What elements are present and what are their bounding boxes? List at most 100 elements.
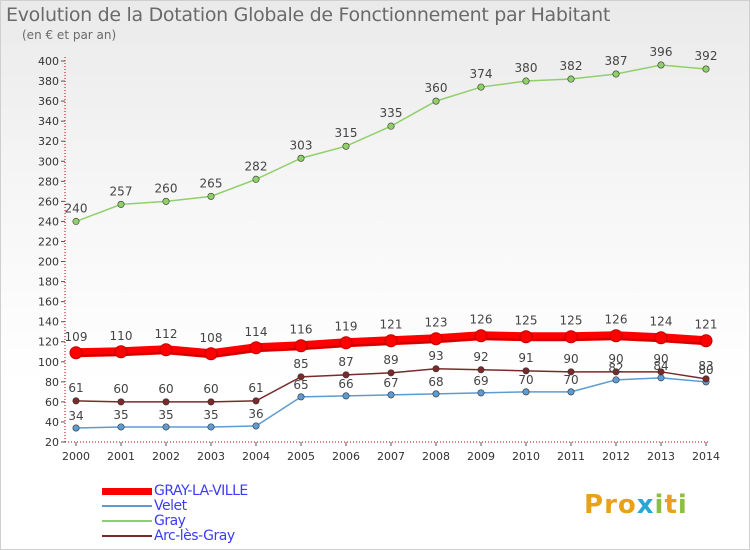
data-point — [207, 398, 215, 406]
data-point — [252, 397, 260, 405]
y-tick-label: 80 — [45, 376, 59, 389]
data-point — [522, 367, 530, 375]
data-point — [72, 397, 80, 405]
data-label: 60 — [158, 382, 173, 396]
x-tick-label: 2006 — [332, 450, 360, 463]
data-label: 90 — [653, 352, 668, 366]
data-point — [384, 334, 398, 348]
data-label: 260 — [155, 181, 178, 195]
chart-subtitle: (en € et par an) — [22, 28, 117, 42]
data-label: 70 — [563, 373, 578, 387]
data-point — [252, 422, 260, 430]
data-point — [609, 329, 623, 343]
data-point — [252, 175, 260, 183]
data-label: 83 — [698, 359, 713, 373]
data-label: 89 — [383, 353, 398, 367]
data-point — [477, 389, 485, 397]
data-label: 282 — [245, 159, 268, 173]
data-point — [297, 373, 305, 381]
data-label: 87 — [338, 355, 353, 369]
data-point — [207, 192, 215, 200]
data-point — [429, 332, 443, 346]
y-tick-label: 120 — [38, 336, 59, 349]
logo-letter: i — [654, 490, 665, 520]
data-label: 35 — [158, 408, 173, 422]
data-point — [477, 366, 485, 374]
proxiti-logo: Proxiti — [584, 490, 688, 520]
data-label: 387 — [605, 54, 628, 68]
data-label: 91 — [518, 351, 533, 365]
x-tick-label: 2008 — [422, 450, 450, 463]
y-tick-label: 260 — [38, 195, 59, 208]
data-point — [432, 390, 440, 398]
legend-swatch — [102, 488, 152, 495]
y-tick-label: 20 — [45, 436, 59, 449]
legend-item-velet: Velet — [102, 499, 402, 514]
data-label: 360 — [425, 81, 448, 95]
x-tick-label: 2002 — [152, 450, 180, 463]
data-point — [702, 65, 710, 73]
data-label: 66 — [338, 377, 353, 391]
data-label: 110 — [110, 329, 133, 343]
data-label: 61 — [248, 381, 263, 395]
data-point — [519, 330, 533, 344]
data-point — [477, 83, 485, 91]
data-point — [657, 374, 665, 382]
data-point — [387, 391, 395, 399]
data-label: 35 — [113, 408, 128, 422]
data-label: 392 — [695, 49, 718, 63]
data-point — [294, 339, 308, 353]
data-point — [249, 341, 263, 355]
x-tick-label: 2001 — [107, 450, 135, 463]
line-chart: 20 40 60 80 100 120 140 160 180 200 220 240 260 280 30… — [38, 45, 720, 463]
data-point — [657, 368, 665, 376]
data-point — [432, 97, 440, 105]
data-point — [567, 388, 575, 396]
data-point — [387, 122, 395, 130]
data-label: 92 — [473, 350, 488, 364]
data-label: 60 — [203, 382, 218, 396]
data-label: 65 — [293, 378, 308, 392]
data-point — [72, 424, 80, 432]
data-label: 123 — [425, 316, 448, 330]
chart-title: Evolution de la Dotation Globale de Fonc… — [6, 4, 611, 26]
data-label: 61 — [68, 381, 83, 395]
legend-item-arc-les-gray: Arc-lès-Gray — [102, 529, 402, 544]
data-point — [657, 61, 665, 69]
data-point — [162, 423, 170, 431]
data-label: 126 — [470, 313, 493, 327]
data-label: 380 — [515, 61, 538, 75]
x-tick-label: 2004 — [242, 450, 270, 463]
y-tick-label: 280 — [38, 175, 59, 188]
series-line-gray — [75, 64, 707, 223]
data-label: 126 — [605, 313, 628, 327]
data-point — [204, 347, 218, 361]
logo-letter: x — [636, 490, 655, 520]
data-label: 93 — [428, 349, 443, 363]
data-label: 257 — [110, 184, 133, 198]
data-label: 114 — [245, 325, 268, 339]
y-tick-label: 340 — [38, 115, 59, 128]
logo-letter: i — [677, 490, 688, 520]
data-label: 125 — [515, 314, 538, 328]
x-tick-label: 2012 — [602, 450, 630, 463]
data-point — [522, 77, 530, 85]
data-point — [207, 423, 215, 431]
data-point — [117, 398, 125, 406]
data-label: 116 — [290, 323, 313, 337]
data-point — [342, 142, 350, 150]
y-tick-label: 40 — [45, 416, 59, 429]
data-label: 35 — [203, 408, 218, 422]
legend-label: GRAY-LA-VILLE — [154, 483, 248, 499]
legend-swatch — [102, 520, 152, 522]
data-point — [432, 365, 440, 373]
data-label: 80 — [698, 363, 713, 377]
x-tick-label: 2007 — [377, 450, 405, 463]
data-point — [564, 330, 578, 344]
legend-swatch — [102, 535, 152, 537]
data-point — [339, 336, 353, 350]
y-tick-label: 60 — [45, 396, 59, 409]
data-label: 108 — [200, 331, 223, 345]
legend: GRAY-LA-VILLE Velet Gray Arc-lès-Gray — [102, 484, 402, 544]
